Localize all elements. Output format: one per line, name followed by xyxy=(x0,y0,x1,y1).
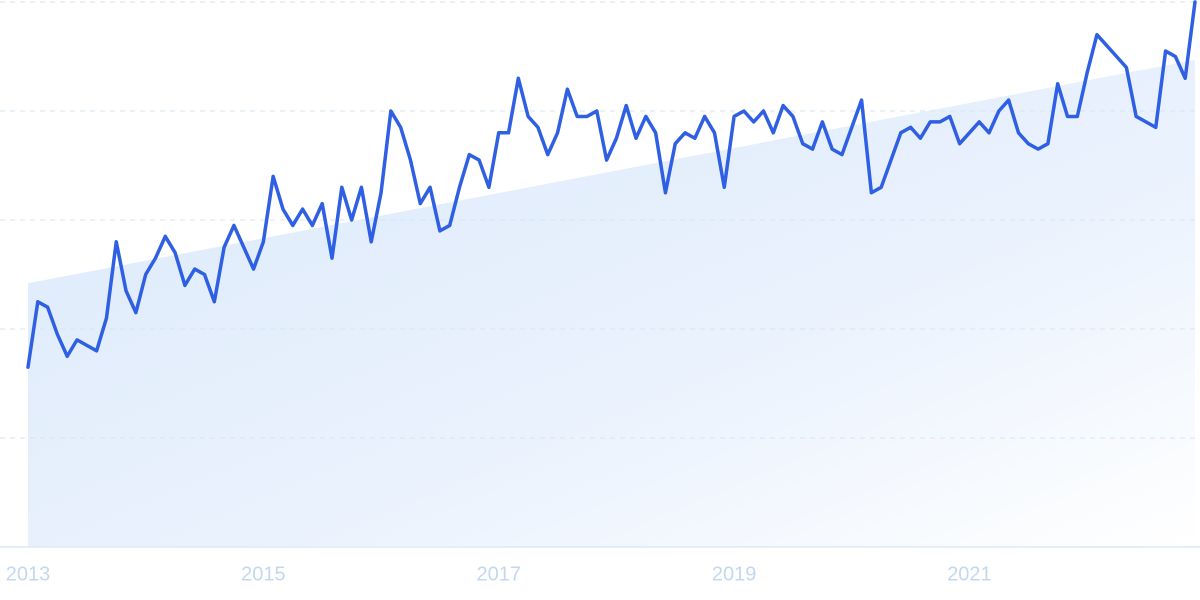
trend-line xyxy=(26,0,1197,369)
trend-area xyxy=(28,59,1195,548)
x-tick-label: 2015 xyxy=(241,563,286,585)
x-tick-label: 2019 xyxy=(712,563,757,585)
x-tick-label: 2013 xyxy=(6,563,51,585)
x-tick-label: 2017 xyxy=(476,563,521,585)
x-tick-label: 2021 xyxy=(947,563,992,585)
